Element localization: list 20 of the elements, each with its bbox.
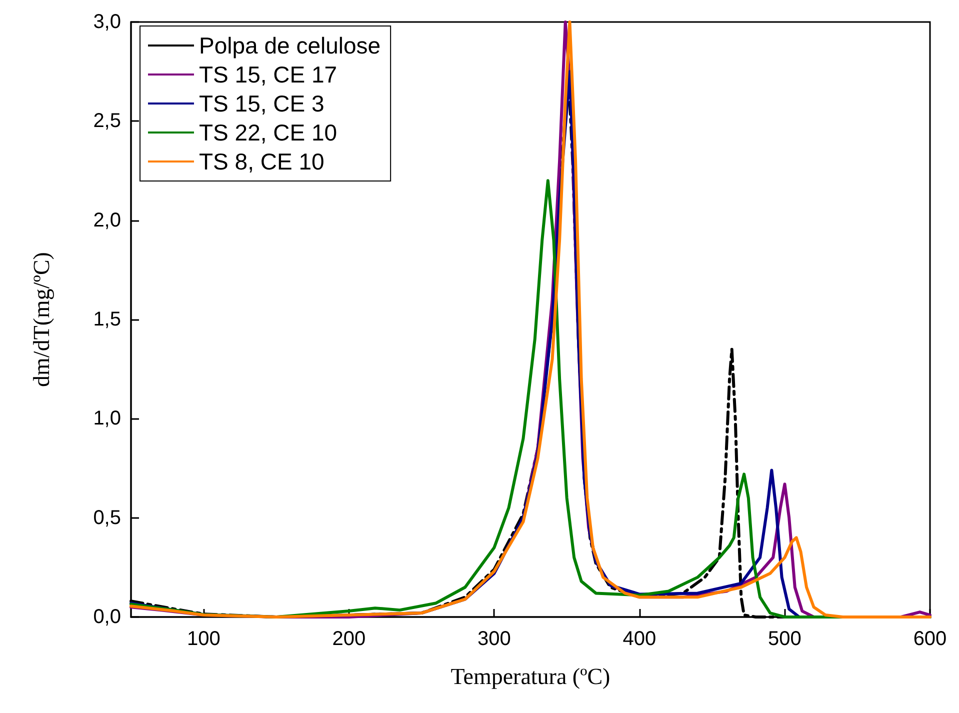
y-tick-label: 1,5 — [93, 308, 121, 330]
y-tick-label: 1,0 — [93, 408, 121, 430]
y-tick-label: 3,0 — [93, 11, 121, 33]
x-axis-title: Temperatura (ºC) — [450, 664, 610, 689]
x-tick-label: 200 — [332, 628, 366, 650]
x-tick-label: 300 — [477, 628, 511, 650]
y-tick-label: 2,0 — [93, 209, 121, 232]
legend-label: TS 15, CE 17 — [199, 62, 338, 88]
x-tick-label: 600 — [913, 628, 947, 650]
y-tick-label: 0,0 — [93, 606, 121, 628]
x-tick-label: 100 — [186, 628, 220, 650]
legend-label: TS 15, CE 3 — [199, 90, 324, 116]
legend-label: TS 8, CE 10 — [199, 148, 324, 174]
y-tick-label: 0,5 — [93, 506, 121, 529]
legend-label: Polpa de celulose — [199, 32, 381, 58]
y-axis-title: dm/dT(mg/ºC) — [29, 252, 54, 387]
x-tick-label: 400 — [622, 628, 656, 650]
x-tick-label: 500 — [768, 628, 802, 650]
y-tick-label: 2,5 — [93, 110, 121, 132]
legend-label: TS 22, CE 10 — [199, 120, 338, 146]
